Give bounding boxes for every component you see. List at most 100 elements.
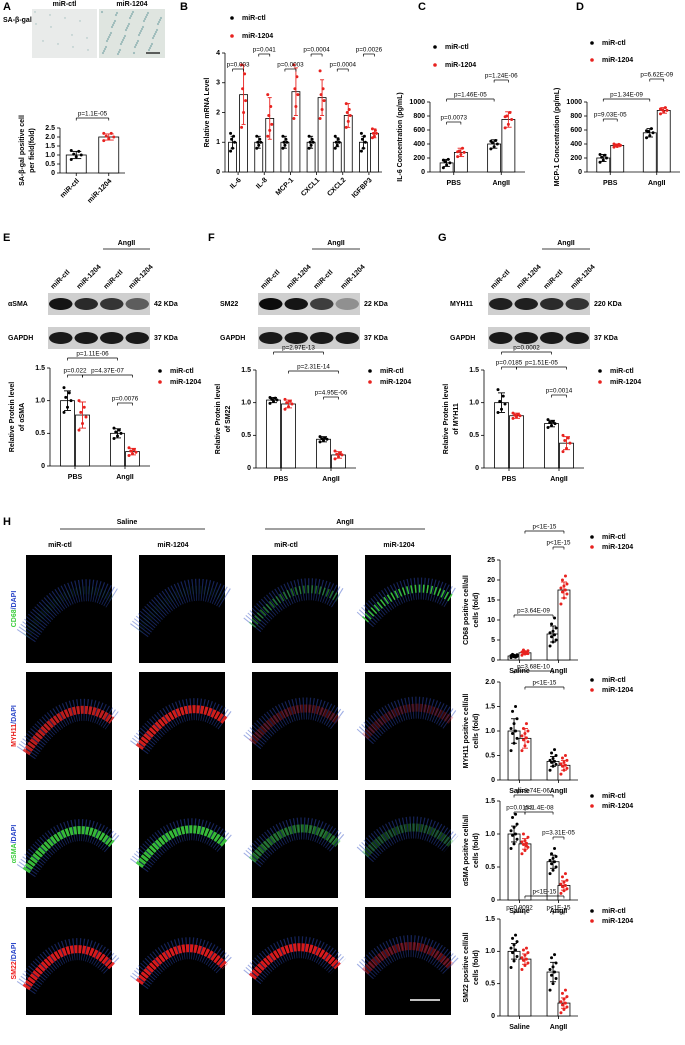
lane-header: miR-1204 (157, 542, 188, 549)
group-label: AngII (557, 240, 575, 247)
data-point (550, 852, 554, 856)
data-point (462, 150, 466, 154)
p-value: p=0.041 (253, 47, 276, 54)
panel-letter: F (208, 232, 215, 244)
blot-strip (488, 293, 590, 315)
y-tick-label: 10 (487, 617, 495, 624)
data-point (322, 99, 326, 103)
blot-band (284, 332, 308, 344)
data-point (559, 602, 563, 606)
data-point (503, 402, 507, 406)
x-tick-label: Saline (509, 1024, 530, 1031)
stain-speck (115, 11, 119, 15)
p-value: p=6.62E-09 (640, 72, 673, 79)
micrograph (365, 555, 451, 663)
bar (656, 110, 671, 173)
marker-layer (22, 586, 115, 639)
band-name: GAPDH (220, 335, 245, 342)
x-tick-label: AngII (493, 180, 511, 187)
group-label: AngII (327, 240, 345, 247)
stain-speck (136, 39, 140, 43)
y-axis-label: αSMA positive cell/all (463, 815, 470, 886)
data-point (548, 644, 552, 648)
data-point (270, 122, 274, 126)
marker-layer (362, 584, 454, 623)
stain-speck (86, 37, 88, 39)
stain-label: SA-β-gal (3, 17, 32, 24)
stain-speck (125, 26, 129, 30)
y-tick-label: 1.5 (241, 367, 251, 374)
blot-band (310, 332, 334, 344)
legend-marker (158, 369, 162, 373)
data-point (509, 847, 513, 851)
legend-marker (590, 41, 594, 45)
legend-label: miR-ctl (610, 368, 634, 375)
legend-label: miR-ctl (170, 368, 194, 375)
y-tick-label: 1000 (566, 99, 582, 106)
y-tick-label: 200 (413, 155, 425, 162)
legend-marker (590, 794, 594, 798)
y-tick-label: 0.5 (241, 432, 251, 439)
y-tick-label: 0 (491, 897, 495, 904)
p-value: p=2.97E-13 (282, 345, 315, 352)
stain-speck (117, 50, 121, 54)
p-value: p<1E-15 (532, 524, 556, 531)
stain-speck (107, 35, 111, 39)
data-point (72, 152, 76, 156)
stain-speck (101, 51, 105, 55)
y-tick-label: 800 (413, 113, 425, 120)
data-point (109, 131, 113, 135)
stain-speck (152, 34, 156, 38)
y-tick-label: 0 (41, 463, 45, 470)
blot-strip (258, 327, 360, 349)
data-point (605, 156, 609, 160)
p-value: p=3.31E-05 (542, 830, 575, 837)
data-point (550, 622, 554, 626)
data-point (548, 768, 552, 772)
x-tick-label: AngII (550, 476, 568, 483)
y-tick-label: 600 (413, 127, 425, 134)
group-header: Saline (117, 519, 138, 526)
data-point (79, 410, 83, 414)
data-point (514, 948, 518, 952)
data-point (134, 450, 138, 454)
micrograph (26, 672, 112, 780)
data-point (563, 439, 567, 443)
data-point (338, 451, 342, 455)
p-value: p=4.95E-06 (315, 390, 348, 397)
data-point (340, 453, 344, 457)
data-point (311, 140, 315, 144)
data-point (524, 957, 528, 961)
legend-label: miR-1204 (602, 57, 633, 64)
data-point (285, 140, 289, 144)
data-point (524, 946, 528, 950)
marker-layer (248, 824, 341, 863)
data-point (285, 401, 289, 405)
stain-image (99, 9, 165, 58)
data-point (521, 958, 525, 962)
x-tick-label: AngII (550, 1024, 568, 1031)
data-point (513, 413, 517, 417)
data-point (553, 422, 557, 426)
stain-speck (113, 19, 117, 23)
stain-speck (79, 20, 81, 22)
y-axis-label: per field(fold) (29, 128, 36, 173)
data-point (559, 762, 563, 766)
data-point (566, 436, 570, 440)
data-point (553, 860, 557, 864)
legend-label: miR-1204 (602, 918, 633, 925)
y-tick-label: 1.0 (45, 152, 55, 159)
panel-letter: B (180, 1, 188, 13)
data-point (568, 441, 572, 445)
legend-marker (590, 58, 594, 62)
stain-speck (132, 51, 136, 55)
stain-image (32, 9, 97, 58)
band-size: 37 KDa (594, 335, 618, 342)
blot-band (74, 298, 98, 310)
p-value: p=1.51E-05 (525, 360, 558, 367)
stain-speck (143, 17, 147, 21)
data-point (290, 402, 294, 406)
y-axis-label: CD68 positive cell/all (463, 575, 470, 645)
legend-marker (368, 369, 372, 373)
legend-marker (590, 545, 594, 549)
